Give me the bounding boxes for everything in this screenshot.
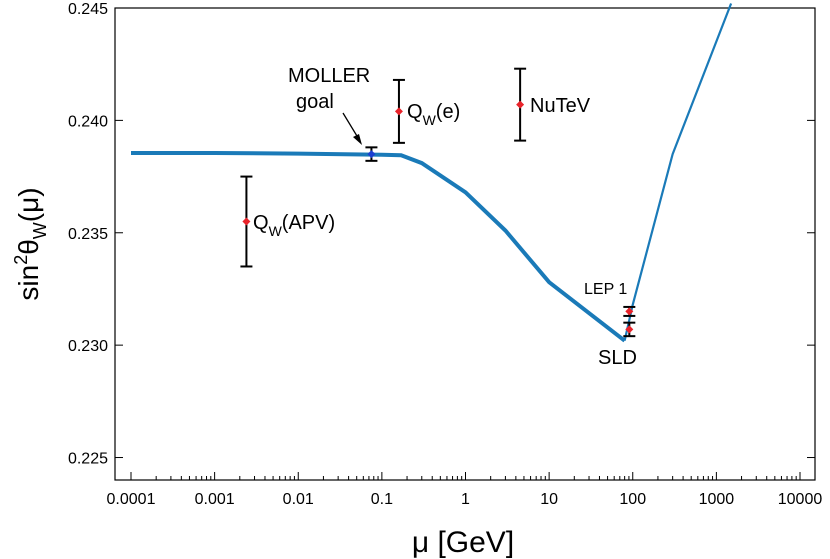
- y-label-part: (μ): [13, 187, 44, 222]
- data-point: [516, 100, 525, 109]
- x-axis-label: μ [GeV]: [412, 526, 514, 559]
- y-tick-label: 0.230: [68, 338, 108, 355]
- annotation: QW(e): [407, 101, 460, 128]
- annotation: SLD: [598, 347, 637, 369]
- x-tick-label: 1: [461, 491, 470, 508]
- y-tick-label: 0.225: [68, 451, 108, 468]
- data-point: [625, 325, 634, 334]
- annotation-sub: W: [423, 112, 437, 128]
- annotation: NuTeV: [530, 95, 591, 117]
- annotation-part: (APV): [282, 212, 335, 234]
- y-tick-label: 0.245: [68, 1, 108, 18]
- y-label-sup: 2: [11, 255, 31, 265]
- annotation-part: (e): [436, 101, 460, 123]
- x-tick-label: 0.001: [195, 491, 235, 508]
- y-label-part: sin: [13, 265, 44, 301]
- y-tick-label: 0.240: [68, 113, 108, 130]
- x-tick-label: 0.0001: [107, 491, 156, 508]
- annotation: LEP 1: [584, 281, 627, 298]
- annotation-sub: W: [269, 223, 283, 239]
- y-label-sub: W: [30, 222, 50, 239]
- y-label-part: θ: [13, 239, 44, 255]
- x-tick-label: 0.01: [283, 491, 314, 508]
- theory-line: [131, 150, 626, 343]
- plot-frame: [114, 7, 816, 481]
- data-point: [394, 107, 403, 116]
- annotation: goal: [296, 91, 334, 113]
- annotation: MOLLER: [288, 65, 370, 87]
- data-point: [242, 217, 251, 226]
- y-axis-label: sin2θW(μ): [11, 187, 50, 300]
- data-point: [367, 150, 376, 159]
- x-tick-label: 0.1: [371, 491, 393, 508]
- x-tick-label: 100: [619, 491, 646, 508]
- x-tick-label: 10000: [778, 491, 823, 508]
- x-tick-label: 10: [540, 491, 558, 508]
- arrow-head: [353, 134, 362, 145]
- annotation-part: Q: [253, 212, 269, 234]
- y-tick-label: 0.235: [68, 226, 108, 243]
- annotation-part: Q: [407, 101, 423, 123]
- theory-line: [623, 3, 733, 341]
- data-point: [625, 307, 634, 316]
- x-tick-label: 1000: [699, 491, 735, 508]
- annotation: QW(APV): [253, 212, 335, 239]
